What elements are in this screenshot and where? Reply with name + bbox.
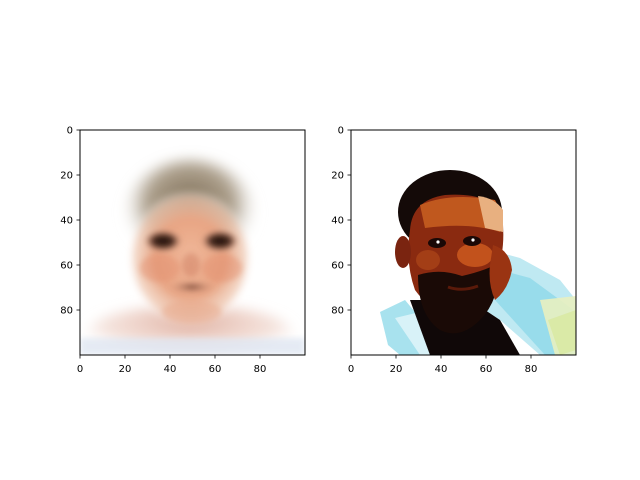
left-x-tick-label: 20	[119, 364, 132, 375]
left-y-tick-label: 80	[60, 306, 73, 317]
right-x-tick-label: 0	[348, 364, 354, 375]
left-axes: 0 20 40 60 80 0 20 40 60 80	[60, 126, 305, 376]
right-y-tick-label: 60	[331, 261, 344, 272]
right-x-tick-label: 20	[390, 364, 403, 375]
right-y-tick-label: 80	[331, 306, 344, 317]
right-x-tick-label: 80	[525, 364, 538, 375]
left-y-tick-label: 20	[60, 171, 73, 182]
left-image	[80, 130, 305, 365]
left-x-tick-label: 80	[254, 364, 267, 375]
left-y-tick-label: 40	[60, 216, 73, 227]
left-x-tick-label: 60	[209, 364, 222, 375]
left-x-tick-label: 40	[164, 364, 177, 375]
right-y-tick-label: 40	[331, 216, 344, 227]
right-y-tick-label: 20	[331, 171, 344, 182]
right-axes: 0 20 40 60 80 0 20 40 60 80	[331, 126, 576, 376]
left-y-tick-label: 0	[67, 126, 73, 137]
right-y-tick-label: 0	[338, 126, 344, 137]
right-image	[351, 130, 576, 355]
left-x-tick-label: 0	[77, 364, 83, 375]
right-x-tick-label: 60	[480, 364, 493, 375]
left-y-tick-label: 60	[60, 261, 73, 272]
right-x-tick-label: 40	[435, 364, 448, 375]
